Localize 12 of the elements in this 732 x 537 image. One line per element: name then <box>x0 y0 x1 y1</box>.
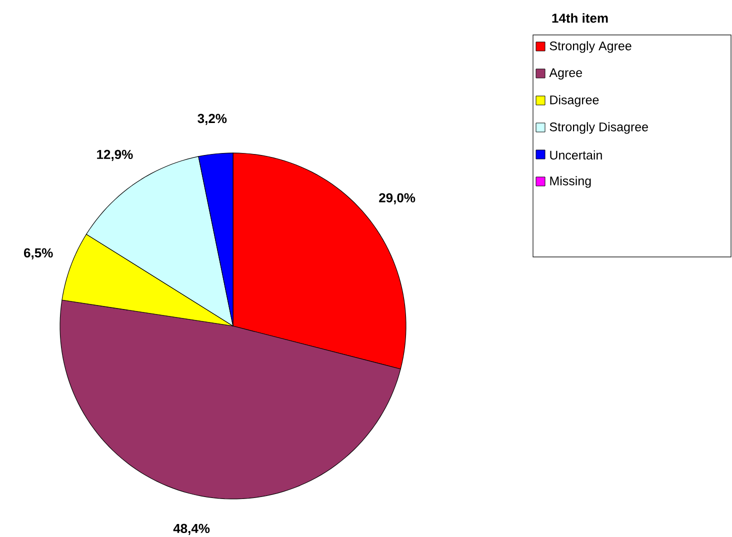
legend-label: Uncertain <box>550 150 602 160</box>
data-label: 12,9% <box>97 150 133 161</box>
legend-label: Strongly Disagree <box>550 122 648 134</box>
data-label: 48,4% <box>173 524 210 535</box>
legend-label: Strongly Agree <box>550 41 632 53</box>
legend-label: Agree <box>549 68 582 80</box>
data-label: 3,2% <box>198 114 227 125</box>
legend-label: Missing <box>550 176 591 188</box>
data-label: 29,0% <box>379 193 416 204</box>
data-label: 6,5% <box>24 248 53 260</box>
legend-label: Disagree <box>550 95 599 107</box>
legend-title: 14th item <box>552 13 608 23</box>
